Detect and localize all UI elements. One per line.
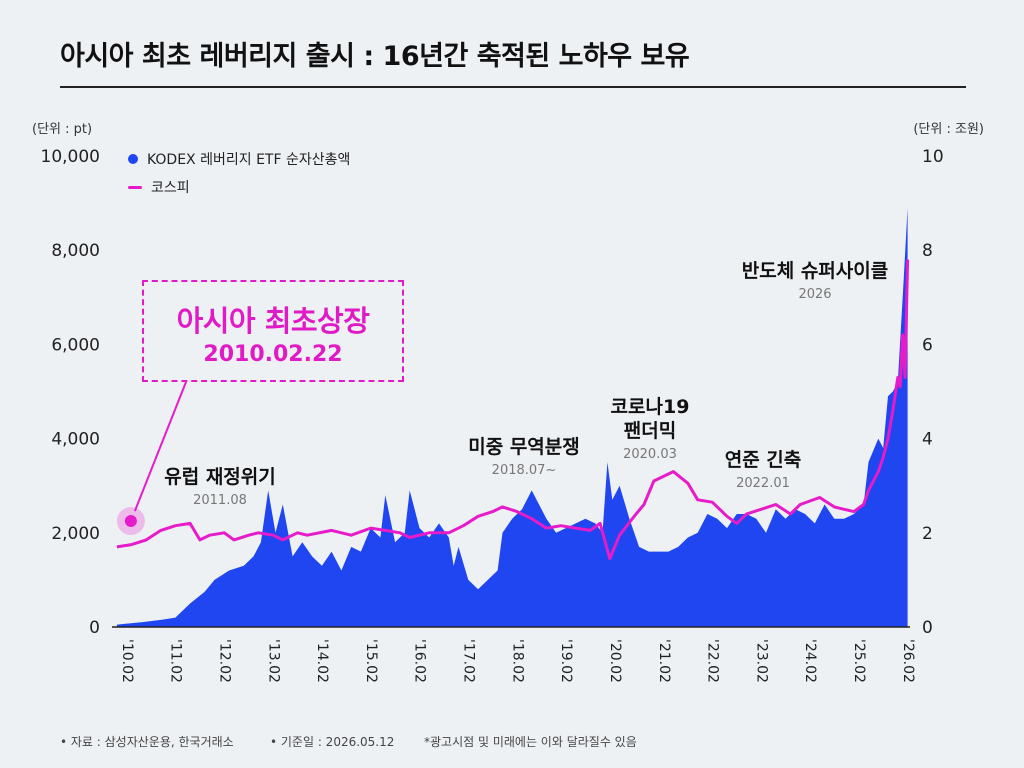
left-tick-label: 2,000 — [51, 524, 100, 544]
right-tick-label: 10 — [922, 147, 944, 167]
chart-marks: 0 2,000 4,000 6,000 8,000 10,000 0 2 4 6 8 10 '10.02… — [41, 147, 944, 683]
annotation-covid-title2: 팬더믹 — [623, 420, 677, 442]
x-tick-label: '24.02 — [802, 639, 818, 683]
left-tick-label: 8,000 — [51, 241, 100, 261]
annotation-fed-title: 연준 긴축 — [724, 449, 802, 471]
annotation-covid-date: 2020.03 — [623, 447, 677, 462]
callout-date: 2010.02.22 — [203, 342, 343, 367]
right-axis-unit: (단위 : 조원) — [913, 122, 984, 137]
left-axis-unit: (단위 : pt) — [32, 122, 93, 137]
footer-source: • 자료 : 삼성자산운용, 한국거래소 — [60, 735, 234, 749]
kospi-line — [116, 259, 910, 561]
start-marker-dot — [124, 515, 137, 528]
annotation-trade-date: 2018.07~ — [491, 463, 557, 478]
legend-label-kospi: 코스피 — [151, 180, 190, 196]
annotation-semi-date: 2026 — [798, 287, 832, 302]
x-tick-label: '25.02 — [851, 639, 867, 683]
left-tick-label: 0 — [89, 618, 100, 638]
annotation-trade-war: 미중 무역분쟁 2018.07~ — [468, 435, 580, 478]
chart-legend: KODEX 레버리지 ETF 순자산총액 코스피 — [128, 145, 350, 201]
callout-title: 아시아 최초상장 — [176, 304, 370, 338]
annotation-covid: 코로나19 팬더믹 2020.03 — [611, 395, 690, 462]
right-tick-label: 8 — [922, 241, 933, 261]
x-tick-label: '19.02 — [558, 639, 574, 683]
annotation-semi-title: 반도체 슈퍼사이클 — [741, 260, 889, 282]
x-tick-label: '18.02 — [509, 639, 525, 683]
annotation-euro-date: 2011.08 — [193, 493, 247, 508]
annotation-euro-title: 유럽 재정위기 — [164, 466, 276, 488]
x-tick-label: '17.02 — [461, 639, 477, 683]
right-tick-label: 4 — [922, 430, 933, 450]
left-tick-label: 10,000 — [41, 147, 100, 167]
x-tick-label: '20.02 — [607, 639, 623, 683]
title-divider — [60, 86, 966, 88]
annotation-fed: 연준 긴축 2022.01 — [725, 448, 802, 491]
annotation-trade-title: 미중 무역분쟁 — [468, 436, 580, 458]
callout-pointer-line — [133, 381, 187, 512]
annotation-euro-crisis: 유럽 재정위기 2011.08 — [164, 465, 276, 508]
right-tick-label: 0 — [922, 618, 933, 638]
x-tick-label: '11.02 — [168, 639, 184, 683]
legend-label-aum: KODEX 레버리지 ETF 순자산총액 — [147, 152, 351, 168]
x-tick-label: '23.02 — [753, 639, 769, 683]
right-tick-label: 2 — [922, 524, 933, 544]
aum-area — [116, 207, 908, 628]
page-title: 아시아 최초 레버리지 출시 : 16년간 축적된 노하우 보유 — [60, 41, 690, 72]
x-tick-label: '16.02 — [412, 639, 428, 683]
footer-base-date: • 기준일 : 2026.05.12 — [270, 735, 395, 749]
x-tick-label: '10.02 — [119, 639, 135, 683]
x-tick-label: '14.02 — [314, 639, 330, 683]
x-tick-label: '22.02 — [705, 639, 721, 683]
legend-line-icon — [128, 185, 142, 189]
listing-callout: 아시아 최초상장 2010.02.22 — [142, 280, 404, 382]
x-tick-label: '21.02 — [656, 639, 672, 683]
legend-dot-icon — [128, 154, 138, 164]
left-tick-label: 4,000 — [51, 430, 100, 450]
annotation-semiconductor: 반도체 슈퍼사이클 2026 — [742, 259, 888, 302]
legend-item-kospi: 코스피 — [128, 173, 350, 201]
x-tick-label: '12.02 — [216, 639, 232, 683]
annotation-fed-date: 2022.01 — [736, 476, 790, 491]
right-tick-label: 6 — [922, 335, 933, 355]
x-tick-label: '26.02 — [900, 639, 916, 683]
legend-item-aum: KODEX 레버리지 ETF 순자산총액 — [128, 145, 350, 173]
x-tick-label: '15.02 — [363, 639, 379, 683]
footer-disclaimer: *광고시점 및 미래에는 이와 달라질수 있음 — [424, 735, 637, 749]
left-tick-label: 6,000 — [51, 335, 100, 355]
annotation-covid-title1: 코로나19 — [610, 396, 690, 418]
x-tick-label: '13.02 — [265, 639, 281, 683]
